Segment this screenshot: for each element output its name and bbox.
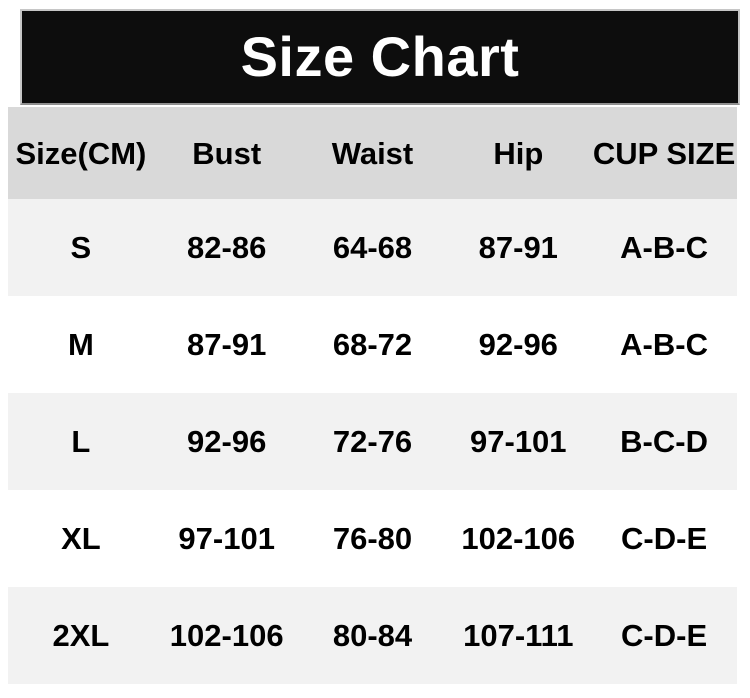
cup-size-value: C-D-E xyxy=(621,618,708,653)
column-header-size: Size(CM) xyxy=(15,135,147,171)
cup-size-value: A-B-C xyxy=(620,230,708,265)
bust-value: 87-91 xyxy=(187,327,267,362)
size-label: L xyxy=(71,424,91,459)
table-row-2xl: 2XL 102-106 80-84 107-111 C-D-E xyxy=(8,587,737,684)
waist-value: 76-80 xyxy=(332,521,413,556)
column-header-hip: Hip xyxy=(493,135,544,171)
waist-value: 72-76 xyxy=(332,424,413,459)
bust-value: 102-106 xyxy=(169,618,284,653)
table-row-m: M 87-91 68-72 92-96 A-B-C xyxy=(8,296,737,393)
bust-value: 92-96 xyxy=(187,424,267,459)
size-label: 2XL xyxy=(52,618,110,653)
waist-value: 64-68 xyxy=(332,230,413,265)
size-table: Size(CM) Bust Waist Hip CUP SIZE S 82-86… xyxy=(8,107,737,684)
cup-size-value: A-B-C xyxy=(620,327,708,362)
hip-value: 87-91 xyxy=(478,230,558,265)
waist-value: 80-84 xyxy=(332,618,413,653)
waist-value: 68-72 xyxy=(332,327,413,362)
cup-size-value: B-C-D xyxy=(620,424,708,459)
hip-value: 107-111 xyxy=(463,618,574,653)
table-header-row: Size(CM) Bust Waist Hip CUP SIZE xyxy=(8,107,737,199)
size-label: S xyxy=(70,230,92,265)
bust-value: 82-86 xyxy=(187,230,267,265)
hip-value: 92-96 xyxy=(478,327,558,362)
column-header-bust: Bust xyxy=(192,135,262,171)
hip-value: 102-106 xyxy=(461,521,576,556)
cup-size-value: C-D-E xyxy=(621,521,708,556)
title-bar: Size Chart xyxy=(20,9,740,105)
bust-value: 97-101 xyxy=(178,521,275,556)
column-header-waist: Waist xyxy=(331,135,414,171)
page-title: Size Chart xyxy=(240,25,520,88)
table-row-l: L 92-96 72-76 97-101 B-C-D xyxy=(8,393,737,490)
table-row-xl: XL 97-101 76-80 102-106 C-D-E xyxy=(8,490,737,587)
hip-value: 97-101 xyxy=(470,424,567,459)
column-header-cup-size: CUP SIZE xyxy=(592,135,736,171)
table-row-s: S 82-86 64-68 87-91 A-B-C xyxy=(8,199,737,296)
size-label: M xyxy=(67,327,94,362)
size-label: XL xyxy=(61,521,101,556)
